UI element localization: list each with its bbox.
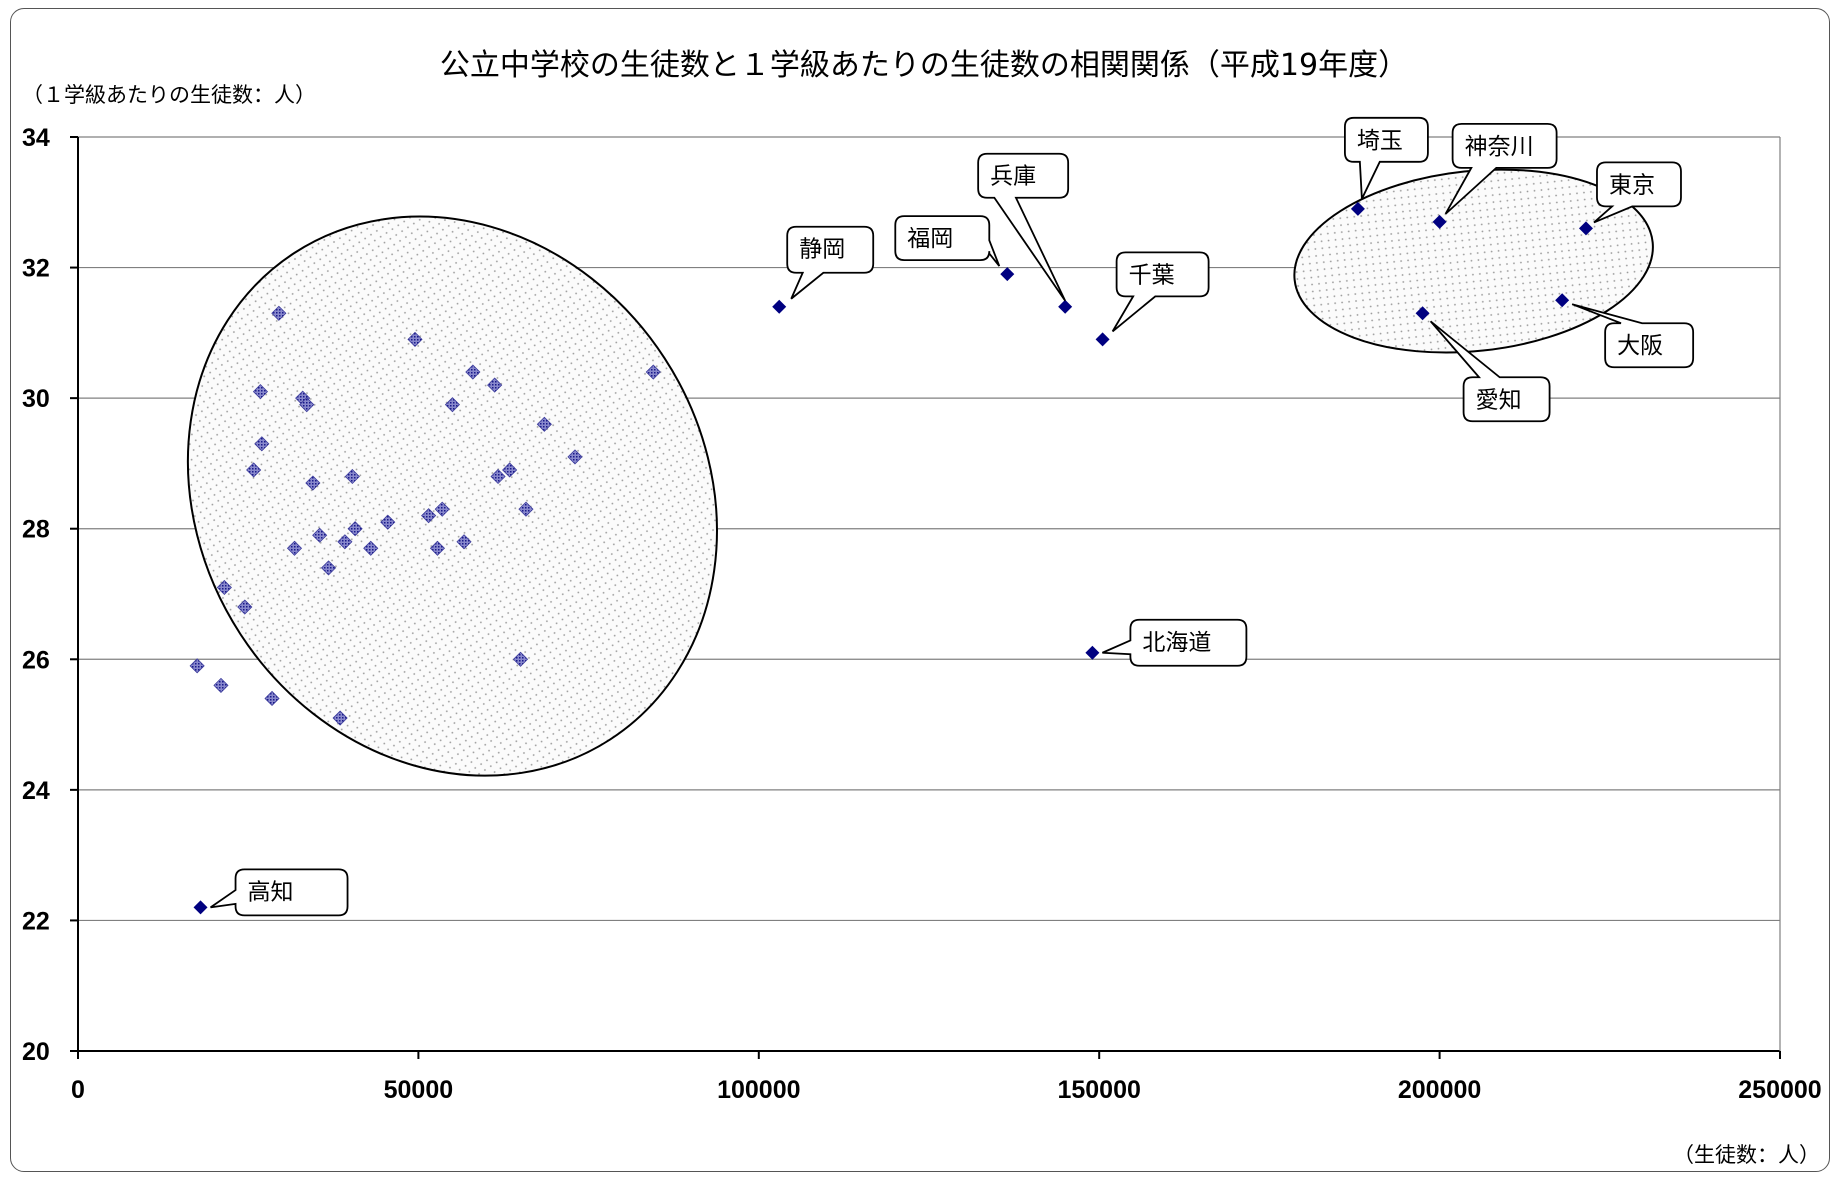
data-point-高知	[193, 900, 208, 915]
x-tick-label: 250000	[1738, 1076, 1821, 1104]
data-label-千葉: 千葉	[1129, 262, 1175, 288]
data-point	[332, 710, 348, 726]
y-tick-label: 30	[22, 385, 50, 413]
data-point-大阪	[1555, 293, 1570, 308]
data-point	[252, 384, 269, 400]
data-point	[429, 540, 446, 556]
callout-box-大阪	[1571, 303, 1695, 369]
data-point	[213, 677, 229, 693]
callout-box-神奈川	[1444, 122, 1558, 215]
data-point	[487, 377, 503, 393]
data-point	[216, 579, 232, 596]
data-point	[645, 364, 661, 380]
data-point-愛知	[1415, 306, 1430, 321]
data-label-高知: 高知	[248, 879, 294, 905]
y-tick-label: 20	[22, 1038, 50, 1066]
y-tick-label: 34	[22, 124, 50, 152]
data-label-静岡: 静岡	[799, 237, 845, 263]
callout-box-北海道	[1102, 618, 1248, 667]
data-point	[286, 540, 303, 556]
plot-area: 20 22 24 26 28 30 32 34 0 50000 100000 150000 200000…	[22, 116, 1822, 1104]
callout-box-埼玉	[1344, 116, 1429, 200]
data-point	[299, 397, 315, 413]
data-label-愛知: 愛知	[1476, 387, 1522, 413]
data-point	[264, 690, 280, 707]
y-tick-label: 22	[22, 907, 50, 935]
data-point	[434, 501, 450, 517]
data-point	[421, 508, 437, 524]
callout-box-兵庫	[977, 152, 1070, 302]
data-point	[344, 468, 360, 485]
data-point-埼玉	[1350, 201, 1365, 216]
data-point	[456, 534, 472, 550]
data-point	[305, 475, 321, 491]
data-point	[237, 599, 253, 615]
data-label-大阪: 大阪	[1617, 333, 1663, 359]
data-label-神奈川: 神奈川	[1465, 134, 1534, 160]
y-tick-label: 28	[22, 516, 50, 544]
x-tick-label: 150000	[1057, 1076, 1140, 1104]
x-tick-label: 0	[71, 1076, 85, 1104]
callout-box-東京	[1593, 161, 1682, 224]
data-label-福岡: 福岡	[907, 226, 953, 252]
data-label-兵庫: 兵庫	[990, 164, 1036, 190]
data-point	[363, 540, 379, 556]
data-point	[512, 651, 529, 667]
data-point	[254, 436, 270, 452]
data-point	[347, 521, 363, 537]
data-point	[246, 462, 262, 478]
data-point-兵庫	[1058, 299, 1073, 314]
x-tick-label: 100000	[717, 1076, 800, 1104]
data-point	[490, 468, 506, 485]
callout-box-高知	[210, 868, 349, 917]
data-point	[271, 305, 287, 321]
data-point	[465, 364, 481, 380]
data-point	[407, 331, 423, 347]
data-point	[380, 514, 396, 530]
callout-box-福岡	[894, 215, 1001, 267]
data-point	[502, 462, 518, 478]
data-point	[567, 449, 583, 465]
data-point-福岡	[1000, 267, 1015, 282]
y-tick-label: 24	[22, 777, 50, 805]
x-axis-label: （生徒数：人）	[1673, 1143, 1820, 1167]
chart-title: 公立中学校の生徒数と１学級あたりの生徒数の相関関係（平成19年度）	[440, 48, 1408, 83]
cluster-ellipse-small-prefectures	[186, 215, 718, 777]
data-point-静岡	[772, 299, 787, 314]
data-point	[444, 397, 461, 413]
data-point	[337, 534, 353, 550]
callout-box-静岡	[786, 225, 875, 300]
callout-box-千葉	[1111, 251, 1210, 333]
cluster-ellipse-large-prefectures	[1293, 168, 1654, 354]
data-point	[312, 527, 328, 543]
callout-box-愛知	[1429, 320, 1551, 423]
data-label-東京: 東京	[1609, 172, 1655, 198]
data-point-東京	[1578, 221, 1593, 236]
data-point-北海道	[1085, 645, 1100, 660]
data-label-埼玉: 埼玉	[1357, 128, 1403, 154]
y-tick-label: 26	[22, 646, 50, 674]
data-point	[518, 501, 534, 517]
x-tick-label: 50000	[384, 1076, 454, 1104]
data-point-千葉	[1095, 332, 1110, 347]
data-point	[320, 560, 337, 576]
y-tick-label: 32	[22, 255, 50, 283]
x-tick-label: 200000	[1398, 1076, 1481, 1104]
data-point	[189, 658, 205, 674]
data-point	[536, 416, 552, 432]
y-axis-label: （１学級あたりの生徒数：人）	[22, 83, 316, 107]
data-label-北海道: 北海道	[1142, 630, 1211, 656]
data-point-神奈川	[1432, 214, 1447, 229]
